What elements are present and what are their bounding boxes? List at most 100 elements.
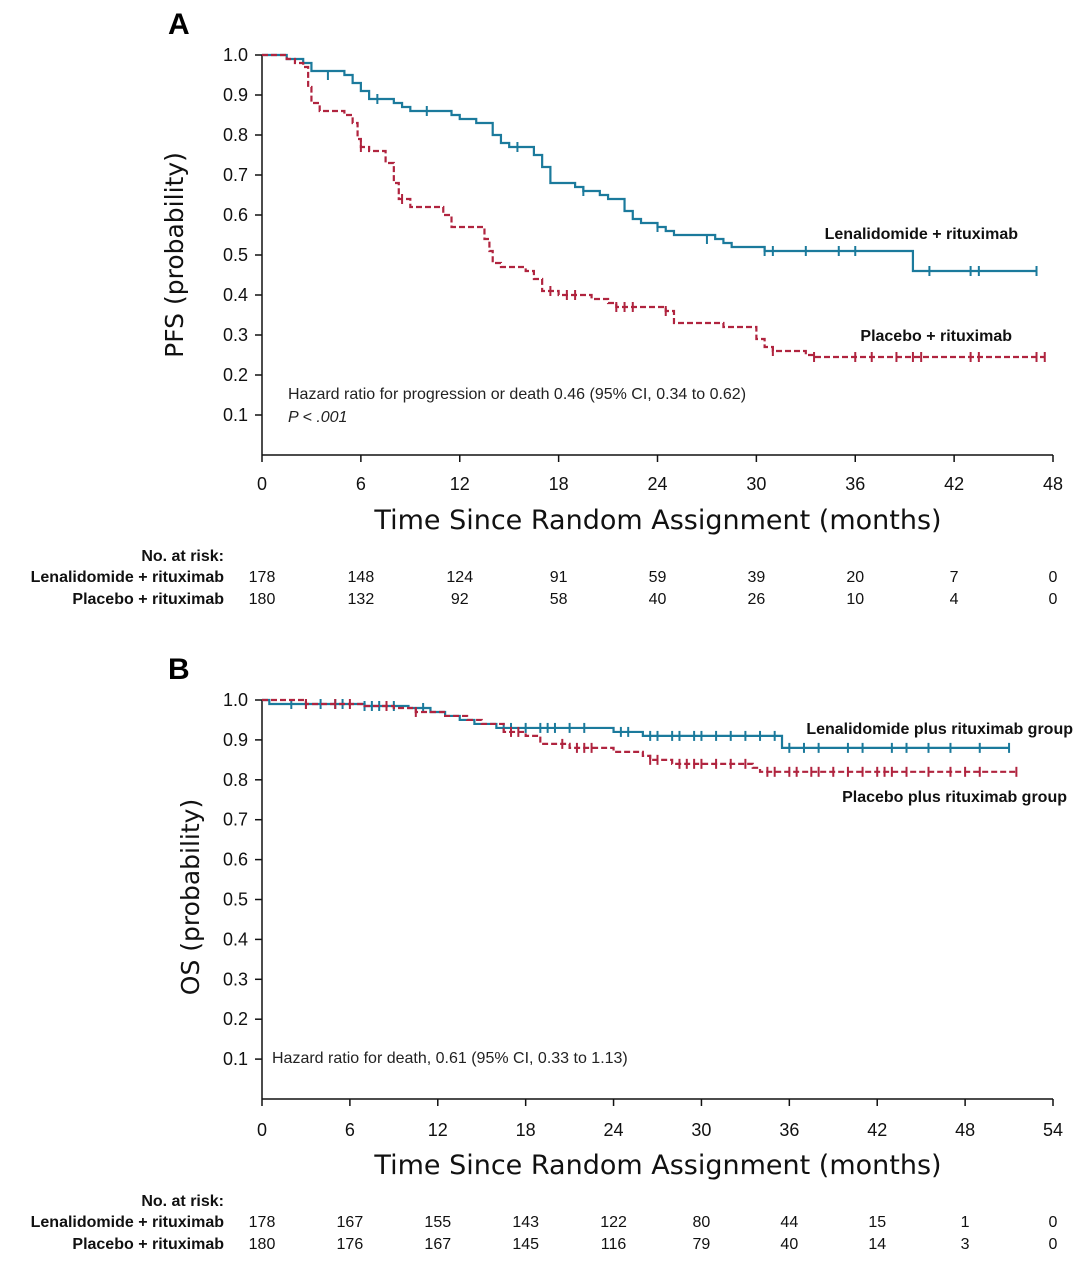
panel-b-risk-value: 14	[868, 1236, 886, 1253]
panel-b-risk-title: No. at risk:	[141, 1193, 224, 1210]
panel-b-label-lenalidomide: Lenalidomide plus rituximab group	[806, 721, 1073, 738]
panel-b-risk-value: 80	[693, 1214, 711, 1231]
panel-a-x-tick-label: 18	[549, 474, 569, 494]
panel-a-risk-value: 148	[348, 569, 375, 586]
panel-b-label: B	[168, 653, 190, 686]
panel-a-x-tick-label: 24	[647, 474, 667, 494]
panel-b-y-tick-label: 0.9	[223, 730, 248, 750]
panel-b-y-tick-label: 0.8	[223, 770, 248, 790]
panel-b-curve-placebo	[262, 698, 1017, 773]
panel-b-x-tick-label: 18	[516, 1120, 536, 1140]
panel-a-y-tick-label: 0.4	[223, 285, 248, 305]
panel-b-risk-value: 3	[961, 1236, 970, 1253]
panel-b-x-tick-label: 54	[1043, 1120, 1063, 1140]
panel-a-risk-value: 59	[649, 569, 667, 586]
panel-b-risk-value: 176	[337, 1236, 364, 1253]
panel-b-risk-value: 0	[1049, 1214, 1058, 1231]
panel-b-risk-value: 155	[424, 1214, 451, 1231]
panel-b-y-tick-label: 0.3	[223, 969, 248, 989]
panel-a-y-tick-label: 0.5	[223, 245, 248, 265]
panel-b-x-tick-label: 12	[428, 1120, 448, 1140]
panel-a-y-tick-label: 0.9	[223, 85, 248, 105]
panel-a-x-tick-label: 0	[257, 474, 267, 494]
panel-a-risk-row-label-placebo: Placebo + rituximab	[72, 591, 224, 608]
panel-b-x-tick-label: 48	[955, 1120, 975, 1140]
panel-b-x-tick-label: 42	[867, 1120, 887, 1140]
panel-b-label-placebo: Placebo plus rituximab group	[842, 789, 1067, 806]
panel-b-hazard-ratio: Hazard ratio for death, 0.61 (95% CI, 0.…	[272, 1050, 628, 1067]
panel-b-y-tick-label: 0.5	[223, 890, 248, 910]
panel-b-x-tick-label: 30	[691, 1120, 711, 1140]
panel-a-label-placebo: Placebo + rituximab	[860, 328, 1012, 345]
panel-a-risk-title: No. at risk:	[141, 548, 224, 565]
panel-b-risk-row-label-lenalidomide: Lenalidomide + rituximab	[31, 1214, 225, 1231]
panel-a-y-axis-title: PFS (probability)	[160, 152, 189, 358]
panel-b-y-tick-label: 0.4	[223, 929, 248, 949]
panel-b-x-tick-label: 24	[604, 1120, 624, 1140]
panel-b-y-axis-title: OS (probability)	[176, 799, 205, 995]
panel-a-x-tick-label: 30	[746, 474, 766, 494]
panel-a-label-lenalidomide: Lenalidomide + rituximab	[825, 226, 1019, 243]
panel-a-y-tick-label: 0.6	[223, 205, 248, 225]
panel-b-risk-value: 180	[249, 1236, 276, 1253]
panel-a-risk-value: 26	[747, 591, 765, 608]
panel-a-y-tick-label: 1.0	[223, 45, 248, 65]
panel-a-y-tick-label: 0.7	[223, 165, 248, 185]
panel-a-risk-value: 124	[446, 569, 473, 586]
panel-a-risk-value: 0	[1049, 569, 1058, 586]
panel-a-risk-value: 10	[846, 591, 864, 608]
panel-a-risk-value: 4	[950, 591, 959, 608]
panel-b-y-tick-label: 0.2	[223, 1009, 248, 1029]
panel-b-y-tick-label: 0.1	[223, 1049, 248, 1069]
panel-a-risk-value: 0	[1049, 591, 1058, 608]
panel-a-risk-row-label-lenalidomide: Lenalidomide + rituximab	[31, 569, 225, 586]
panel-a-label: A	[168, 8, 190, 41]
panel-a-curve-lenalidomide	[262, 53, 1037, 273]
panel-a-risk-value: 7	[950, 569, 959, 586]
panel-b-risk-value: 122	[600, 1214, 627, 1231]
panel-b-risk-value: 15	[868, 1214, 886, 1231]
panel-a-y-tick-label: 0.3	[223, 325, 248, 345]
panel-b-risk-value: 167	[337, 1214, 364, 1231]
panel-a: A 0.1 0.2 0.3 0.4 0.5 0.6 0.7 0.8 0.9 1.0 0 6 12 18 2…	[31, 8, 1063, 608]
panel-b-risk-value: 44	[780, 1214, 798, 1231]
panel-a-p-value: P < .001	[288, 409, 347, 426]
panel-b-y-tick-label: 1.0	[223, 690, 248, 710]
panel-a-x-axis-title: Time Since Random Assignment (months)	[373, 505, 941, 536]
panel-a-risk-value: 132	[348, 591, 375, 608]
panel-a-x-tick-label: 12	[450, 474, 470, 494]
panel-b-x-axis-title: Time Since Random Assignment (months)	[373, 1150, 941, 1181]
panel-b-risk-value: 116	[601, 1236, 627, 1253]
panel-b-x-tick-label: 6	[345, 1120, 355, 1140]
panel-a-risk-value: 58	[550, 591, 568, 608]
panel-a-curve-placebo	[262, 53, 1045, 359]
panel-b-risk-value: 0	[1049, 1236, 1058, 1253]
panel-b-risk-value: 178	[249, 1214, 276, 1231]
panel-a-x-tick-label: 6	[356, 474, 366, 494]
panel-a-risk-value: 39	[747, 569, 765, 586]
panel-b-y-tick-label: 0.6	[223, 850, 248, 870]
panel-b-x-tick-label: 0	[257, 1120, 267, 1140]
panel-b-risk-value: 40	[780, 1236, 798, 1253]
panel-a-x-tick-label: 42	[944, 474, 964, 494]
panel-b-risk-value: 79	[693, 1236, 711, 1253]
panel-a-risk-value: 178	[249, 569, 276, 586]
panel-a-y-tick-label: 0.8	[223, 125, 248, 145]
panel-a-y-tick-label: 0.1	[223, 405, 248, 425]
panel-b-y-tick-label: 0.7	[223, 810, 248, 830]
panel-a-x-tick-label: 36	[845, 474, 865, 494]
panel-a-risk-value: 180	[249, 591, 276, 608]
panel-b-risk-value: 145	[512, 1236, 539, 1253]
panel-b-risk-value: 143	[512, 1214, 539, 1231]
panel-b: B 0.1 0.2 0.3 0.4 0.5 0.6 0.7 0.8 0.9 1.0 0 6 12 18 2…	[31, 653, 1074, 1253]
panel-a-risk-value: 92	[451, 591, 469, 608]
panel-b-risk-value: 1	[961, 1214, 970, 1231]
panel-b-risk-value: 167	[424, 1236, 451, 1253]
panel-a-risk-value: 20	[846, 569, 864, 586]
panel-a-hazard-ratio: Hazard ratio for progression or death 0.…	[288, 386, 746, 403]
panel-a-risk-value: 91	[550, 569, 568, 586]
panel-a-x-tick-label: 48	[1043, 474, 1063, 494]
panel-a-y-tick-label: 0.2	[223, 365, 248, 385]
panel-b-x-tick-label: 36	[779, 1120, 799, 1140]
